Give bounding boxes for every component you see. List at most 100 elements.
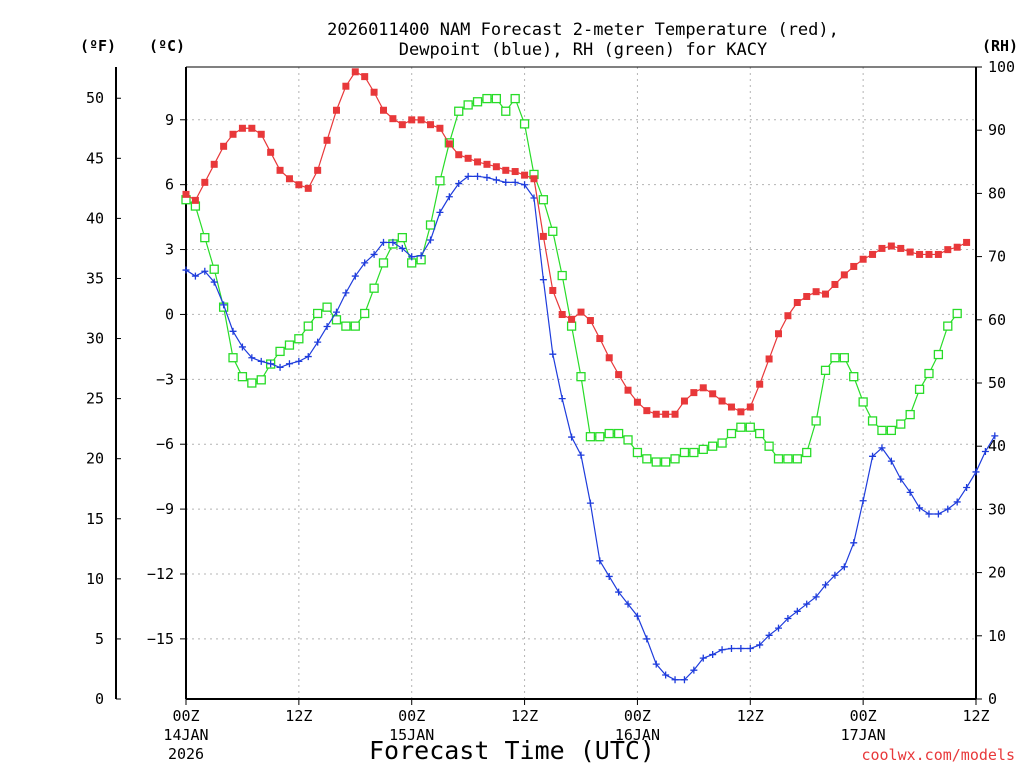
gridlines (186, 67, 976, 699)
temperature-point (323, 136, 331, 144)
series-rh (181, 93, 962, 467)
rh-point (595, 432, 605, 442)
rh-point (501, 106, 511, 116)
celsius-tick-label: 0 (165, 305, 174, 323)
dewpoint-point (464, 172, 472, 180)
dewpoint-point (887, 457, 895, 465)
temperature-point (727, 403, 735, 411)
temperature-point (803, 292, 811, 300)
rh-point (378, 258, 389, 268)
x-axis-title: Forecast Time (UTC) (369, 736, 655, 765)
credit-text: coolwx.com/models (861, 746, 1015, 764)
dewpoint-point (916, 504, 924, 512)
temperature-line (185, 71, 967, 415)
celsius-tick-label: −15 (147, 630, 174, 648)
rh-tick-label: 0 (988, 690, 997, 708)
celsius-tick-label: −3 (156, 370, 174, 388)
temperature-point (304, 184, 312, 192)
temperature-point (709, 390, 717, 398)
rh-point (341, 321, 351, 331)
dewpoint-point (953, 498, 961, 506)
temperature-point (756, 380, 764, 388)
rh-point (792, 454, 802, 464)
temperature-point (436, 124, 444, 132)
rh-point (679, 447, 690, 458)
dewpoint-point (746, 645, 754, 653)
fahrenheit-unit-label: (ºF) (80, 37, 116, 55)
temperature-point (577, 308, 585, 316)
fahrenheit-tick-label: 35 (86, 269, 104, 287)
celsius-tick-label: −12 (147, 565, 174, 583)
temperature-point (201, 178, 209, 186)
dewpoint-point (756, 641, 764, 649)
temperature-point (643, 407, 651, 415)
chart-title-line-2: Dewpoint (blue), RH (green) for KACY (399, 40, 767, 60)
rh-point (623, 435, 633, 445)
temperature-point (220, 142, 228, 150)
temperature-point (690, 389, 698, 397)
dewpoint-point (831, 571, 839, 579)
temperature-point (380, 106, 387, 114)
rh-point (463, 100, 473, 110)
rh-point (830, 353, 840, 363)
rh-point (858, 397, 868, 407)
temperature-point (530, 175, 538, 183)
fahrenheit-tick-label: 20 (86, 450, 104, 468)
temperature-point (549, 286, 557, 294)
rh-point (943, 321, 953, 331)
dewpoint-point (822, 581, 830, 589)
dewpoint-point (934, 510, 942, 518)
dewpoint-point (840, 563, 848, 571)
dewpoint-point (586, 499, 594, 507)
rh-point (613, 428, 624, 439)
dewpoint-point (727, 645, 735, 653)
temperature-point (267, 148, 275, 156)
rh-point (200, 232, 210, 243)
rh-point (237, 372, 248, 382)
rh-line (185, 97, 958, 463)
rh-point (783, 454, 793, 464)
temperature-point (492, 163, 500, 171)
rh-point (698, 444, 708, 455)
rh-point (896, 419, 906, 429)
rh-point (425, 220, 436, 230)
temperature-point (671, 410, 679, 418)
rh-point (303, 321, 313, 331)
rh-point (604, 428, 614, 439)
temperature-point (521, 171, 529, 179)
temperature-point (746, 403, 754, 411)
fahrenheit-tick-label: 10 (86, 570, 104, 588)
rh-point (952, 308, 962, 319)
temperature-point (831, 280, 839, 288)
temperature-point (822, 290, 830, 298)
dewpoint-point (314, 338, 322, 346)
dewpoint-point (784, 614, 792, 622)
temperature-point (464, 154, 472, 162)
temperature-point (812, 288, 820, 296)
rh-point (313, 308, 323, 319)
dewpoint-point (248, 354, 256, 362)
dewpoint-point (925, 510, 933, 518)
temperature-point (502, 166, 510, 174)
temperature-point (191, 196, 199, 204)
temperature-point (934, 250, 942, 258)
rh-point (717, 438, 727, 448)
rh-point (886, 425, 897, 436)
dewpoint-point (370, 250, 378, 258)
temperature-point (248, 124, 256, 132)
temperature-point (859, 255, 867, 263)
dewpoint-point (445, 193, 453, 201)
rh-tick-label: 60 (988, 311, 1006, 329)
rh-point (510, 93, 520, 104)
dewpoint-point (295, 357, 303, 365)
dewpoint-point (793, 607, 801, 615)
rh-point (322, 302, 332, 312)
labels: 2026011400 NAM Forecast 2-meter Temperat… (80, 20, 1018, 765)
temperature-point (558, 311, 566, 319)
dewpoint-point (577, 451, 585, 459)
rh-point (736, 422, 746, 432)
rh-point (256, 375, 266, 385)
dewpoint-point (521, 181, 529, 189)
temperature-point (906, 248, 914, 256)
